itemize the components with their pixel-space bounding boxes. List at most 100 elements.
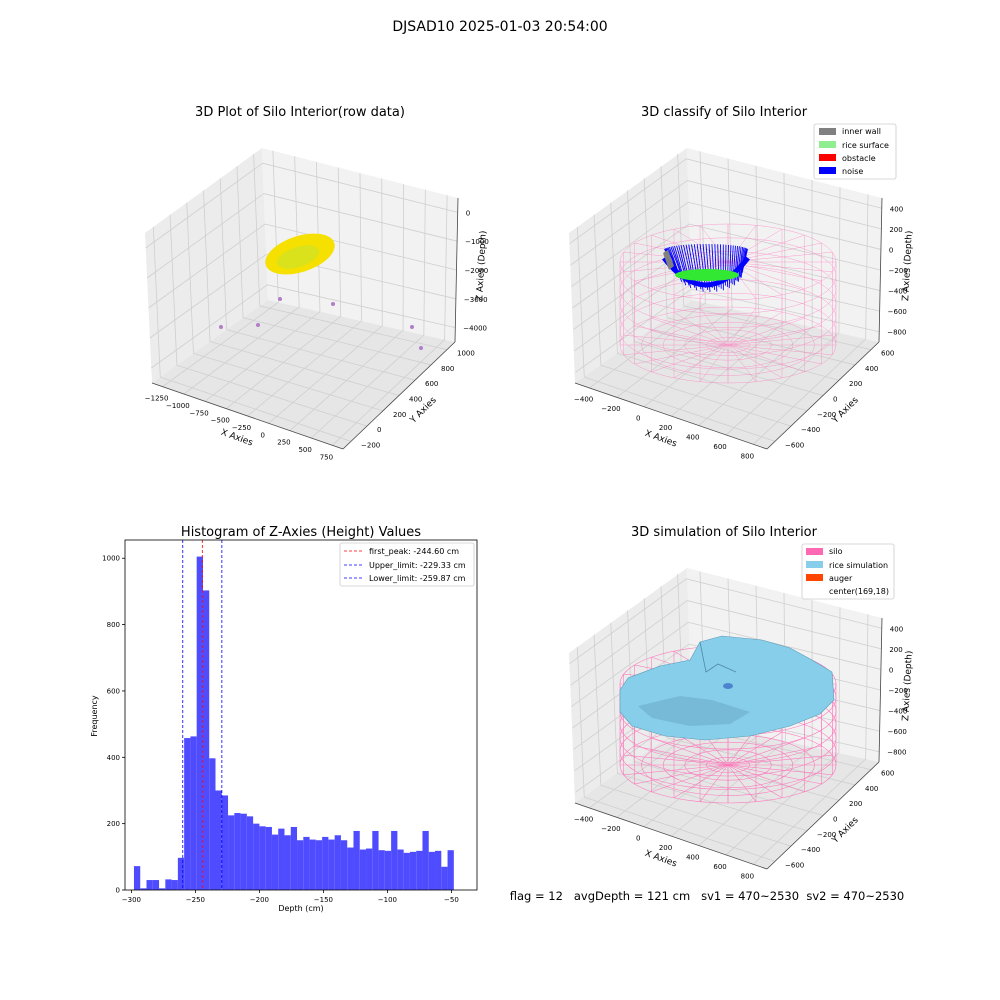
simulation-3d-y-tick-label: −600: [785, 861, 804, 869]
simulation-3d-silo-floor-spoke: [634, 745, 729, 766]
histogram-x-tick-label: −250: [186, 896, 205, 904]
classify-3d-y-gridline: [593, 214, 792, 427]
classify-3d-z-ticks: 400 200 0 −200 −400 −600 −800: [887, 205, 908, 336]
rice-simulation-shading: [638, 696, 750, 726]
classify-3d-silo-roof-spoke: [673, 228, 729, 263]
raw-3d-z-gridline: [151, 284, 456, 369]
simulation-3d-legend: silo rice simulation auger center(169,18…: [801, 543, 895, 600]
histogram-y-ticks: 0 200 400 600 800 1000: [102, 555, 125, 895]
classify-3d-z-tick-label: 400: [890, 205, 903, 213]
classify-3d-z-gridline: [575, 288, 880, 373]
raw-3d-z-tick-label: −4000: [463, 325, 487, 333]
histogram-bar: [259, 826, 266, 890]
classify-3d-z-gridline: [571, 201, 882, 287]
classify-3d-x-tick-label: 600: [713, 443, 726, 451]
classify-3d-silo-floor-spoke: [727, 325, 822, 346]
raw-3d-z-tick-label: 0: [466, 209, 470, 217]
classify-3d-silo-floor-ring: [684, 329, 772, 361]
simulation-3d-x-tick-label: 0: [636, 835, 640, 843]
simulation-3d-x-gridline: [698, 600, 813, 846]
histogram-bar: [290, 826, 298, 890]
legend-label-inner-wall: inner wall: [842, 127, 881, 136]
histogram-bars: [133, 556, 454, 890]
histogram-bar: [209, 758, 216, 890]
auger-marker: [723, 683, 733, 689]
noise-point-trace: [693, 244, 702, 290]
raw-3d-z-tick-label: −1000: [465, 238, 489, 246]
raw-3d-floor-pane: [152, 300, 455, 449]
classify-3d-silo-floor-spoke: [623, 344, 729, 356]
histogram-bar: [366, 848, 373, 890]
simulation-3d-silo-floor-spoke: [727, 764, 757, 802]
histogram-y-label: Frequency: [90, 695, 99, 737]
raw-3d-x-tick-label: −500: [211, 417, 230, 425]
raw-3d-z-tick-label: −2000: [465, 267, 489, 275]
classify-3d-z-gridline: [570, 180, 882, 266]
panel-classify-3d: 3D classify of Silo Interior inner wall …: [569, 105, 915, 460]
histogram-bar: [309, 839, 316, 890]
simulation-3d-x-ticks: −400 −200 0 200 400 600 800: [574, 816, 754, 881]
legend-label-center: center(169,18): [829, 587, 889, 596]
raw-3d-back-pane: [262, 148, 458, 342]
raw-3d-x-ticks: −1250−1000−750−500−250 0 250 500 750: [145, 395, 333, 462]
raw-3d-z-label: Z Axies (Depth): [475, 230, 489, 301]
histogram-bar: [184, 738, 191, 890]
classify-3d-silo-floor-ring: [706, 337, 750, 353]
simulation-3d-y-tick-label: 200: [849, 800, 862, 808]
classify-3d-gridlines: [569, 151, 882, 445]
histogram-bar: [140, 888, 147, 890]
histogram-bar: [190, 736, 197, 890]
histogram-bar: [372, 830, 379, 890]
classify-3d-silo-floor-spoke: [727, 344, 757, 382]
histogram-bar: [303, 836, 310, 890]
histogram-legend: first_peak: -244.60 cm Upper_limit: -229…: [339, 542, 475, 587]
classify-3d-y-tick-label: 200: [849, 380, 862, 388]
simulation-3d-y-tick-label: 0: [833, 816, 837, 824]
classify-3d-silo-floor-spoke: [634, 325, 729, 346]
simulation-3d-rice-surface: [619, 635, 835, 741]
raw-3d-y-gridline: [186, 202, 384, 412]
simulation-3d-z-gridline: [569, 578, 882, 665]
simulation-3d-silo-floor-spoke: [623, 754, 729, 766]
histogram-y-tick-label: 1000: [102, 555, 120, 563]
histogram-bar: [328, 839, 335, 890]
classify-3d-silo-floor-spoke: [673, 344, 729, 379]
simulation-3d-z-ticks: 400 200 0 −200 −400 −600 −800: [887, 625, 908, 756]
legend-label-silo: silo: [829, 547, 843, 556]
classify-3d-silo-roof-spoke: [727, 234, 805, 263]
simulation-3d-silo-floor-spoke: [727, 745, 822, 766]
histogram-y-tick-label: 400: [107, 754, 120, 762]
classify-3d-x-tick-label: 200: [659, 424, 672, 432]
raw-3d-x-gridline: [204, 161, 321, 402]
histogram-bar: [384, 850, 392, 890]
raw-3d-gridlines: [145, 150, 458, 446]
raw-3d-y-tick-label: 800: [441, 365, 454, 373]
noise-point-band: [662, 256, 750, 288]
histogram-x-tick-label: −150: [314, 896, 333, 904]
classify-3d-z-label: Z Axies (Depth): [901, 230, 915, 301]
raw-3d-outlier-point: [419, 346, 423, 350]
raw-3d-y-gridline: [219, 178, 416, 381]
histogram-x-tick-label: −50: [444, 896, 459, 904]
histogram-bar: [422, 830, 429, 890]
raw-3d-outlier-point: [278, 297, 282, 301]
noise-point-trace: [733, 245, 738, 286]
histogram-bar: [334, 835, 341, 890]
legend-frame: [801, 543, 895, 600]
histogram-bar: [416, 850, 423, 890]
legend-label-rice-simulation: rice simulation: [829, 561, 888, 570]
histogram-y-tick-label: 0: [116, 887, 120, 895]
classify-3d-silo-floor-spoke: [651, 344, 729, 373]
classify-3d-y-gridline: [643, 178, 840, 381]
figure-suptitle: DJSAD10 2025-01-03 20:54:00: [392, 19, 607, 35]
histogram-y-tick-label: 600: [107, 687, 120, 695]
raw-3d-y-gridline: [236, 166, 432, 366]
classify-3d-x-tick-label: 800: [741, 452, 754, 460]
classify-3d-silo-floor-spoke: [623, 334, 729, 346]
histogram-bar: [409, 851, 417, 890]
histogram-bar: [297, 840, 304, 890]
simulation-3d-x-gridline: [725, 607, 841, 856]
legend-frame: [813, 123, 897, 180]
histogram-bar: [240, 813, 247, 890]
